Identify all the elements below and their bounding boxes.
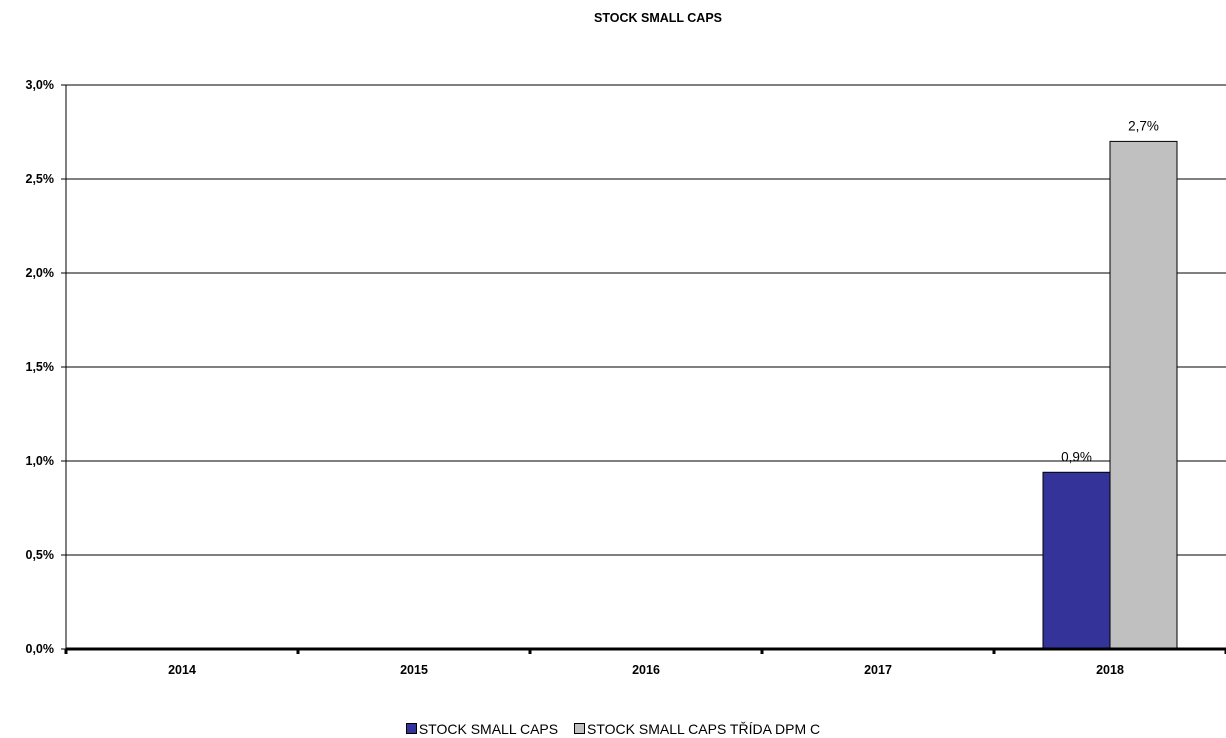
x-tick-label: 2014	[168, 663, 196, 677]
gridlines	[66, 84, 1226, 556]
data-labels: 0,9% 2,7%	[1061, 118, 1159, 464]
y-tick-label: 0,0%	[26, 642, 55, 656]
y-tick-label: 3,0%	[26, 78, 55, 92]
chart-title: STOCK SMALL CAPS	[593, 11, 723, 25]
y-tick-label: 0,5%	[26, 548, 55, 562]
legend: STOCK SMALL CAPS STOCK SMALL CAPS TŘÍDA …	[0, 721, 1226, 737]
bar-2018-series-1	[1042, 471, 1111, 650]
legend-label-series-1: STOCK SMALL CAPS	[418, 721, 559, 737]
x-tick-label: 2017	[864, 663, 892, 677]
y-axis-ticks: 0,0% 0,5% 1,0% 1,5% 2,0% 2,5% 3,0%	[26, 78, 55, 656]
legend-label-series-2: STOCK SMALL CAPS TŘÍDA DPM C	[587, 721, 821, 737]
bars	[1042, 140, 1178, 650]
legend-item-series-2: STOCK SMALL CAPS TŘÍDA DPM C	[574, 721, 820, 737]
legend-swatch-series-2	[574, 723, 586, 734]
data-label: 0,9%	[1061, 449, 1092, 464]
bar-2018-series-2	[1109, 140, 1178, 650]
y-tick-label: 1,0%	[26, 454, 55, 468]
x-tick-label: 2015	[400, 663, 428, 677]
data-label: 2,7%	[1128, 118, 1159, 133]
y-tick-label: 2,0%	[26, 266, 55, 280]
x-axis	[61, 84, 1226, 654]
x-tick-label: 2018	[1096, 663, 1124, 677]
x-axis-ticks: 2014 2015 2016 2017 2018	[168, 663, 1124, 677]
x-tick-label: 2016	[632, 663, 660, 677]
y-tick-label: 1,5%	[26, 360, 55, 374]
legend-swatch-series-1	[405, 723, 417, 734]
legend-item-series-1: STOCK SMALL CAPS	[405, 721, 559, 737]
y-tick-label: 2,5%	[26, 172, 55, 186]
